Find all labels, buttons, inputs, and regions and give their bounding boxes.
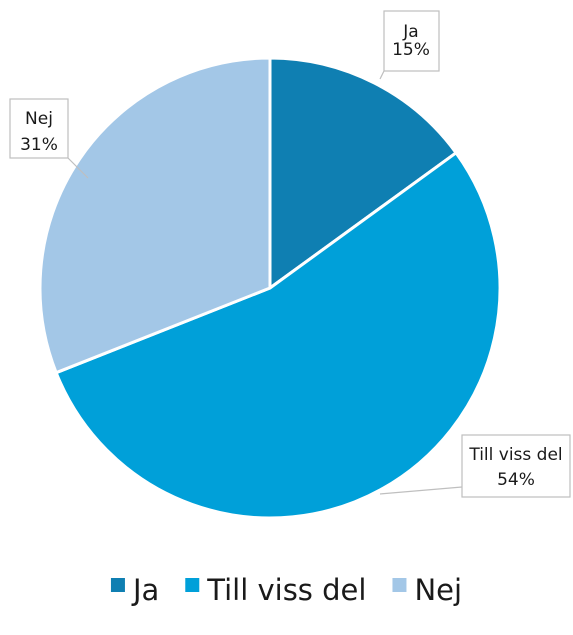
data-label-category-nej: Nej <box>25 109 53 129</box>
legend-label-nej: Nej <box>414 573 462 607</box>
data-label-nej: Nej 31% <box>9 98 69 159</box>
legend-label-ja: Ja <box>131 573 159 607</box>
data-label-till-viss-del: Till viss del 54% <box>461 434 571 498</box>
leader-line-till-viss-del <box>379 486 463 495</box>
data-label-category-till-viss-del: Till viss del <box>468 445 562 465</box>
leader-line-ja <box>379 70 385 80</box>
pie-slices <box>38 56 502 520</box>
legend-label-till-viss-del: Till viss del <box>206 573 366 607</box>
leader-lines <box>67 70 463 495</box>
legend-swatch-ja <box>110 578 125 592</box>
data-label-category-ja: Ja <box>402 22 418 42</box>
legend-swatch-nej <box>392 578 407 592</box>
legend-item-nej: Nej <box>392 573 462 607</box>
legend-item-till-viss-del: Till viss del <box>185 573 366 607</box>
data-label-box-ja <box>383 10 440 72</box>
data-label-percent-ja: 15% <box>392 40 430 60</box>
legend-swatch-till-viss-del <box>185 578 200 592</box>
leader-line-nej <box>67 157 89 179</box>
pie-slice-ja <box>268 56 458 290</box>
data-label-percent-till-viss-del: 54% <box>497 470 535 490</box>
legend: Ja Till viss del Nej <box>110 573 462 607</box>
pie-slice-nej <box>38 56 272 375</box>
legend-item-ja: Ja <box>110 573 159 607</box>
pie-slice-till-viss-del <box>54 151 502 520</box>
data-label-box-nej <box>9 98 69 159</box>
data-label-percent-nej: 31% <box>20 135 58 155</box>
data-label-box-till-viss-del <box>461 434 571 498</box>
